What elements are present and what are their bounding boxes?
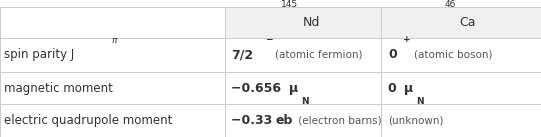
Text: 0: 0 (388, 48, 397, 61)
Text: electric quadrupole moment: electric quadrupole moment (4, 114, 173, 127)
Text: 145: 145 (281, 0, 298, 8)
Text: spin parity J: spin parity J (4, 48, 75, 61)
Text: −0.656: −0.656 (231, 82, 286, 95)
Text: (unknown): (unknown) (388, 116, 444, 126)
Text: Nd: Nd (302, 16, 320, 29)
Text: 7/2: 7/2 (231, 48, 253, 61)
Bar (381, 7, 541, 38)
Text: (atomic fermion): (atomic fermion) (275, 50, 363, 60)
Text: Ca: Ca (459, 16, 476, 29)
Text: eb: eb (275, 114, 293, 127)
Text: μ: μ (404, 82, 413, 95)
Bar (225, 7, 381, 38)
Text: (atomic boson): (atomic boson) (414, 50, 492, 60)
Text: −0.33: −0.33 (231, 114, 276, 127)
Text: magnetic moment: magnetic moment (4, 82, 113, 95)
Text: −: − (265, 35, 272, 44)
Text: N: N (416, 97, 424, 106)
Text: N: N (301, 97, 309, 106)
Text: 46: 46 (445, 0, 456, 8)
Text: μ: μ (289, 82, 299, 95)
Text: 0: 0 (388, 82, 401, 95)
Text: π: π (111, 36, 117, 45)
Text: +: + (403, 35, 411, 44)
Text: (electron barns): (electron barns) (295, 116, 381, 126)
